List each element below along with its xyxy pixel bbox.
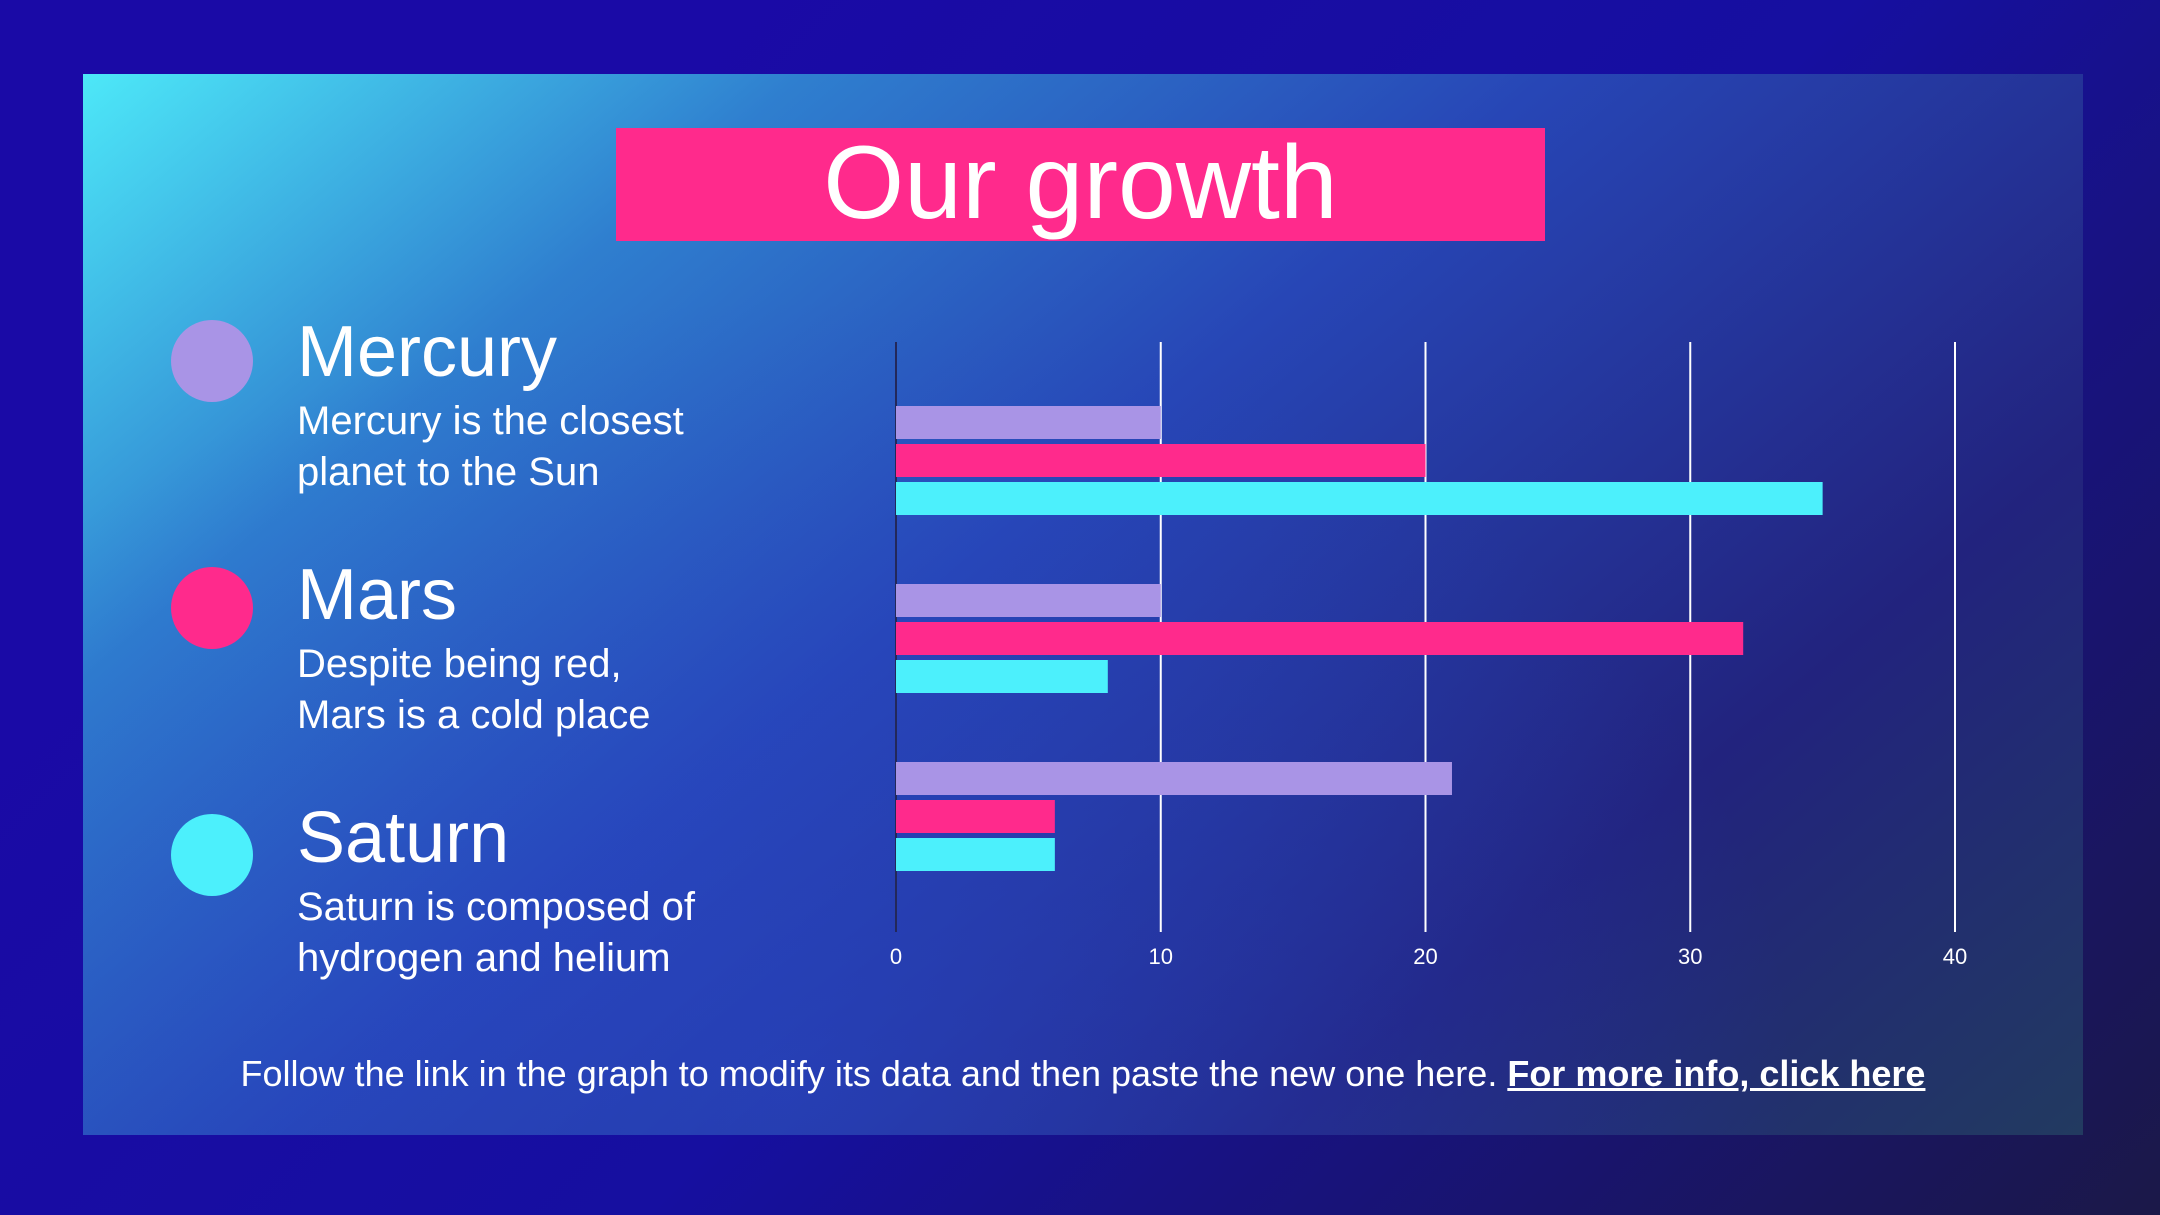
x-tick-label: 40 bbox=[1943, 944, 1967, 969]
bar bbox=[896, 660, 1108, 693]
x-tick-label: 10 bbox=[1149, 944, 1173, 969]
more-info-link[interactable]: For more info, click here bbox=[1507, 1053, 1926, 1094]
legend-desc-line: hydrogen and helium bbox=[297, 936, 671, 980]
legend-name: Mars bbox=[297, 555, 457, 635]
bar bbox=[896, 406, 1161, 439]
mars-dot-icon bbox=[171, 567, 253, 649]
x-tick-label: 30 bbox=[1678, 944, 1702, 969]
legend-desc-line: Despite being red, bbox=[297, 642, 622, 686]
slide-title: Our growth bbox=[823, 124, 1338, 241]
bar bbox=[896, 584, 1161, 617]
bar bbox=[896, 622, 1744, 655]
bar bbox=[896, 800, 1055, 833]
legend-desc-line: Mars is a cold place bbox=[297, 693, 651, 737]
bar bbox=[896, 482, 1823, 515]
bar bbox=[896, 838, 1055, 871]
x-tick-label: 0 bbox=[890, 944, 902, 969]
footer-note: Follow the link in the graph to modify i… bbox=[83, 1053, 2083, 1095]
footer-text: Follow the link in the graph to modify i… bbox=[240, 1053, 1508, 1094]
legend-name: Mercury bbox=[297, 312, 558, 392]
bar-chart: 0 10 20 30 40 bbox=[890, 342, 1967, 969]
saturn-dot-icon bbox=[171, 814, 253, 896]
slide: Our growth Mercury Mercury is the closes… bbox=[83, 74, 2083, 1135]
mercury-dot-icon bbox=[171, 320, 253, 402]
legend-desc-line: Mercury is the closest bbox=[297, 399, 684, 443]
bar bbox=[896, 444, 1426, 477]
bar bbox=[896, 762, 1452, 795]
legend-desc-line: Saturn is composed of bbox=[297, 885, 695, 929]
legend-name: Saturn bbox=[297, 798, 510, 878]
x-tick-label: 20 bbox=[1413, 944, 1437, 969]
title-banner: Our growth bbox=[616, 128, 1545, 241]
legend-desc-line: planet to the Sun bbox=[297, 450, 600, 494]
